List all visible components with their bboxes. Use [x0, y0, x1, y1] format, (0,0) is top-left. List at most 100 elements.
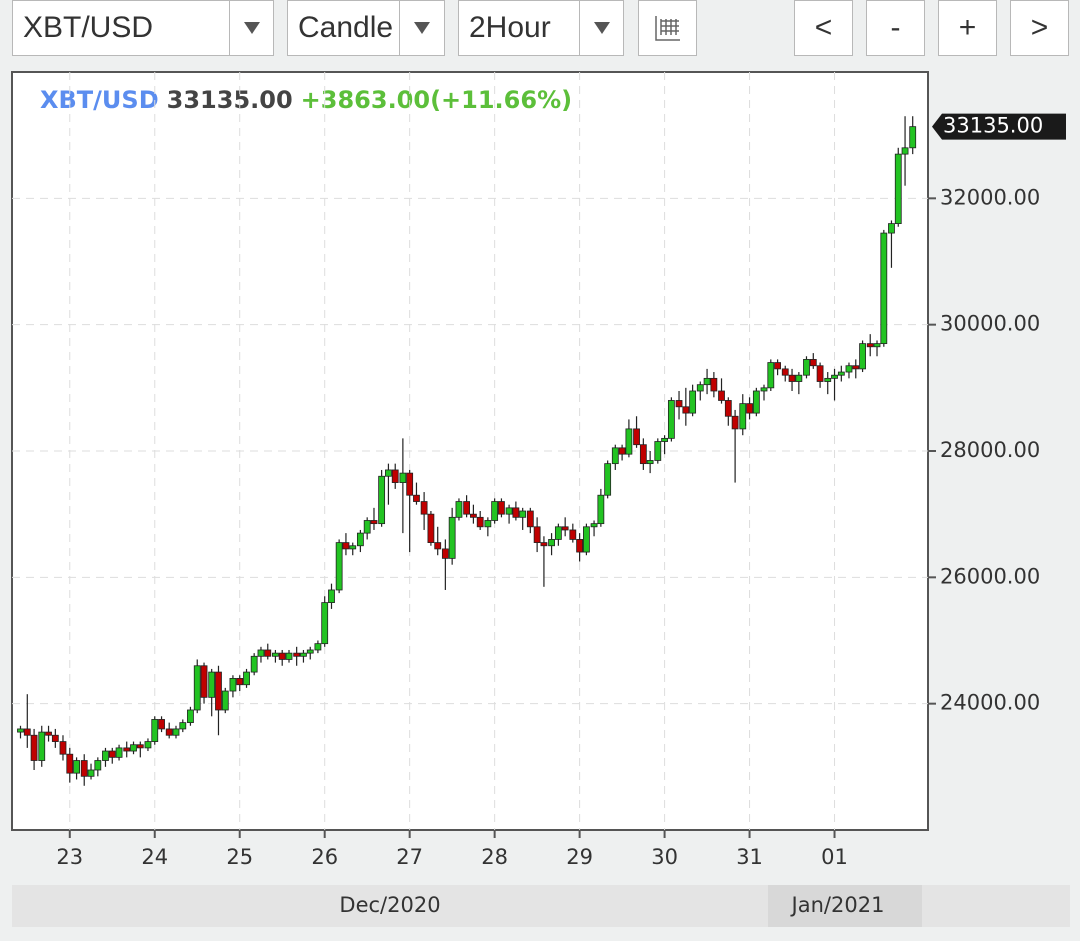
candle-body — [455, 501, 463, 518]
header-change: +3863.00(+11.66%) — [301, 86, 572, 114]
table-icon — [654, 16, 680, 41]
candle-body — [243, 671, 250, 686]
candle-body — [221, 690, 229, 711]
last-price-label: 33135.00 — [943, 114, 1043, 138]
candle-body — [909, 126, 917, 149]
candle-body — [413, 494, 420, 502]
candle-body — [803, 359, 810, 376]
candle-body — [179, 722, 187, 730]
x-tick-label: 01 — [821, 845, 848, 869]
candle-body — [519, 510, 527, 518]
candle-body — [278, 652, 286, 660]
candle-body — [349, 545, 357, 550]
candle-body — [816, 365, 824, 382]
candle-body — [795, 374, 803, 382]
candle-body — [703, 377, 711, 386]
candle-body — [512, 507, 520, 518]
candle-body — [321, 602, 329, 645]
candle-body — [250, 655, 258, 673]
chart-type-select[interactable]: Candle — [287, 0, 445, 56]
candle-body — [158, 719, 165, 730]
candle-body — [859, 343, 866, 370]
candle-body — [710, 377, 718, 392]
candle-body — [306, 649, 314, 654]
x-tick-label: 29 — [566, 845, 593, 869]
plot-area — [11, 71, 929, 831]
candle-body — [590, 523, 598, 528]
candle-body — [831, 374, 838, 379]
candle-body — [476, 516, 484, 528]
candle-body — [420, 501, 428, 515]
candle-body — [597, 494, 605, 525]
candle-body — [356, 532, 364, 547]
y-tick-label: 24000.00 — [940, 691, 1040, 715]
candle-body — [774, 362, 781, 370]
period-label: Dec/2020 — [339, 893, 440, 917]
candle-body — [136, 744, 144, 749]
candle-body — [200, 665, 208, 698]
candle-body — [661, 437, 668, 442]
dropdown-arrow — [399, 1, 444, 55]
candle-body — [646, 460, 654, 465]
candle-body — [618, 447, 626, 455]
candle-body — [448, 516, 456, 559]
candle-body — [809, 359, 817, 367]
y-tick-label: 26000.00 — [940, 564, 1040, 588]
candle-body — [604, 463, 612, 496]
x-tick-label: 27 — [396, 845, 423, 869]
candle-body — [682, 406, 690, 414]
candle-body — [427, 513, 435, 543]
candle-body — [335, 542, 343, 591]
x-tick-label: 30 — [651, 845, 678, 869]
candle-body — [583, 526, 590, 553]
symbol-select[interactable]: XBT/USD — [12, 0, 274, 56]
arrow-icon — [593, 22, 610, 34]
candle-body — [59, 741, 67, 755]
y-tick-label: 32000.00 — [940, 185, 1040, 209]
candle-body — [866, 343, 874, 348]
candle-body — [498, 501, 505, 515]
candle-body — [667, 400, 675, 439]
candle-body — [633, 428, 640, 446]
candle-body — [696, 384, 704, 392]
arrow-icon — [243, 22, 260, 34]
nav-button[interactable]: - — [866, 0, 925, 56]
candle-body — [548, 539, 555, 547]
candle-body — [469, 513, 477, 518]
candle-body — [51, 734, 59, 742]
candle-body — [66, 753, 74, 774]
candle-body — [526, 510, 534, 528]
candle-body — [272, 652, 279, 657]
settings-button[interactable] — [638, 0, 697, 56]
interval-text: 2Hour — [469, 11, 551, 44]
dropdown-arrow — [229, 1, 273, 55]
candle-body — [17, 728, 24, 733]
candle-body — [342, 542, 350, 550]
candle-body — [441, 548, 449, 559]
candle-body — [718, 390, 725, 401]
candle-body — [151, 719, 159, 742]
candle-body — [378, 475, 386, 525]
x-tick-label: 25 — [226, 845, 253, 869]
candle-body — [229, 678, 237, 692]
x-tick-label: 31 — [736, 845, 763, 869]
candle-body — [434, 542, 442, 550]
nav-button[interactable]: > — [1010, 0, 1069, 56]
candle-body — [80, 760, 88, 777]
x-tick-label: 28 — [481, 845, 508, 869]
x-tick-label: 24 — [141, 845, 168, 869]
candle-body — [576, 539, 584, 553]
nav-button[interactable]: + — [938, 0, 997, 56]
candle-body — [625, 428, 633, 455]
nav-button[interactable]: < — [794, 0, 853, 56]
candle-body — [102, 750, 109, 761]
period-label: Jan/2021 — [790, 893, 885, 917]
interval-select[interactable]: 2Hour — [458, 0, 624, 56]
candle-body — [654, 441, 662, 461]
candle-body — [852, 365, 860, 370]
candle-body — [187, 709, 194, 724]
candle-body — [752, 390, 760, 414]
candle-body — [873, 343, 881, 348]
candle-body — [880, 232, 888, 345]
